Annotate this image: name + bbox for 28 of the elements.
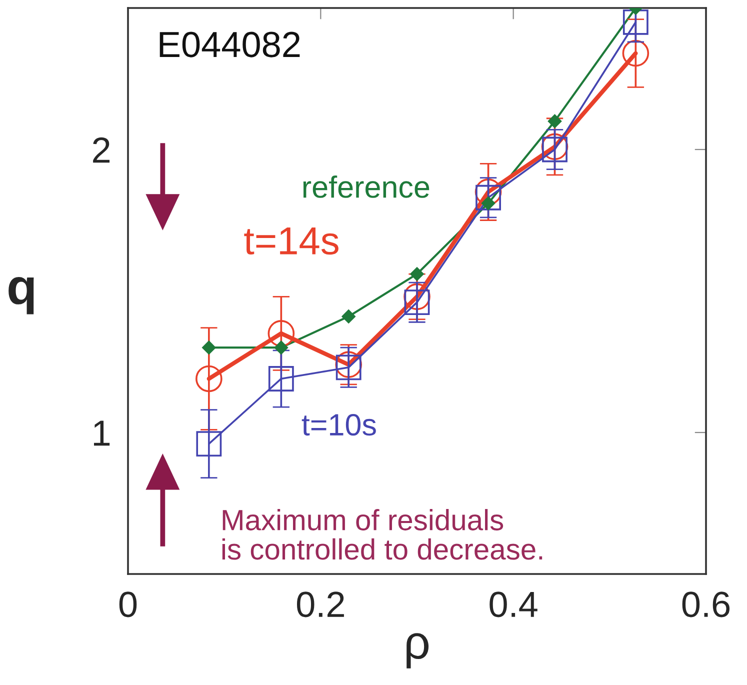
point xyxy=(474,178,502,206)
point xyxy=(196,431,222,457)
point xyxy=(622,9,648,35)
series-label: t=10s xyxy=(302,414,376,436)
x-tick-label: 0 xyxy=(119,592,137,618)
annotation: E044082 xyxy=(160,32,300,58)
point xyxy=(410,267,424,281)
x-tick-label: 0.6 xyxy=(682,592,730,618)
annotation: Maximum of residuals is controlled to decrease. xyxy=(222,509,542,560)
series-label: t=14s xyxy=(244,227,338,255)
point xyxy=(404,283,430,310)
point xyxy=(268,320,295,347)
point xyxy=(404,290,430,316)
point xyxy=(476,184,501,210)
y-tick-label: 2 xyxy=(93,137,110,163)
x-tick-label: 0.4 xyxy=(490,592,538,618)
series-label: reference xyxy=(303,176,430,198)
point xyxy=(622,40,650,67)
y-axis-title: q xyxy=(8,277,34,314)
point xyxy=(196,365,222,392)
point xyxy=(268,366,294,392)
x-axis-title: ρ xyxy=(406,633,429,668)
point xyxy=(548,114,562,128)
y-tick-label: 1 xyxy=(94,420,110,446)
point xyxy=(342,310,356,324)
point xyxy=(274,340,288,354)
x-tick-label: 0.2 xyxy=(296,592,344,618)
point xyxy=(202,340,216,354)
